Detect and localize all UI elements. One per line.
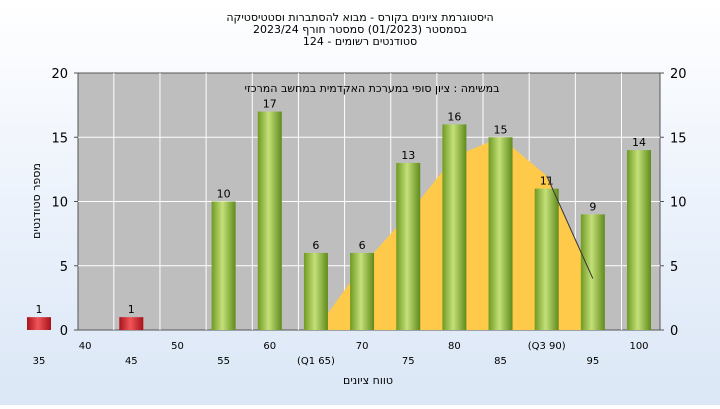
chart-title-line-2: בסמסטר (01/2023) סמסטר חורף 2023/24 [253,23,467,36]
bar-95 [580,214,605,330]
chart-annotation: במשימה : ציון סופי במערכת האקדמית במחשב … [245,82,500,95]
y-axis-left: 0 5 10 15 20 [51,67,78,339]
y-axis-right: 0 5 10 15 20 [660,67,687,339]
x-tick-label-65: (Q1 65) [297,356,335,367]
bar-80 [442,124,467,331]
y-tick-label-left: 10 [51,196,68,211]
chart-title-line-1: היסטוגרמת ציונים בקורס - מבוא להסתברות ו… [226,11,493,24]
bar-70 [350,252,375,330]
y-tick-label-left: 20 [51,67,68,82]
x-tick-label-80: 80 [448,341,461,352]
x-tick-label-75: 75 [402,356,415,367]
bar-35 [27,317,51,330]
bar-value-label-100: 14 [632,136,646,149]
bar-value-label-55: 10 [217,188,231,201]
y-tick-label-right: 5 [670,260,678,275]
y-tick-label-left: 15 [51,131,68,146]
bar-85 [488,137,513,330]
bar-75 [396,162,421,330]
bar-value-label-35: 1 [36,303,43,316]
bar-90 [534,188,559,330]
x-tick-label-95: 95 [586,356,599,367]
y-tick-label-right: 10 [670,196,687,211]
distribution-tail-line [546,175,594,279]
bar-value-label-75: 13 [401,149,415,162]
bar-value-label-85: 15 [494,123,508,136]
y-tick-label-left: 5 [60,260,68,275]
y-tick-label-right: 0 [670,324,678,339]
x-tick-label-45: 45 [125,356,138,367]
y-tick-label-left: 0 [60,324,68,339]
x-tick-label-60: 60 [263,341,276,352]
bar-value-label-80: 16 [447,110,461,123]
y-tick-label-right: 15 [670,131,687,146]
bar-value-label-95: 9 [589,200,596,213]
x-tick-label-55: 55 [217,356,230,367]
bar-55 [211,201,236,330]
bar-value-label-70: 6 [359,239,366,252]
x-tick-label-90: (Q3 90) [528,341,566,352]
x-tick-label-35: 35 [33,356,46,367]
x-axis: 35 40 45 50 55 60 (Q1 65) 70 75 80 85 (Q3 90) 95 100 [33,341,649,367]
x-tick-label-50: 50 [171,341,184,352]
bar-value-label-60: 17 [263,98,277,111]
x-tick-label-85: 85 [494,356,507,367]
x-axis-label: טווח ציונים [343,374,393,387]
bar-100 [627,150,651,330]
x-tick-label-100: 100 [629,341,648,352]
bar-value-label-65: 6 [312,239,319,252]
bar-45 [119,317,144,330]
y-tick-label-right: 20 [670,67,687,82]
bar-value-label-45: 1 [128,303,135,316]
y-axis-label: מספר סטודנטים [30,163,43,239]
chart-title-line-3: סטודנטים רשומים - 124 [303,35,417,48]
x-tick-label-40: 40 [79,341,92,352]
bar-60 [257,111,282,330]
bar-65 [303,252,328,330]
x-tick-label-70: 70 [356,341,369,352]
